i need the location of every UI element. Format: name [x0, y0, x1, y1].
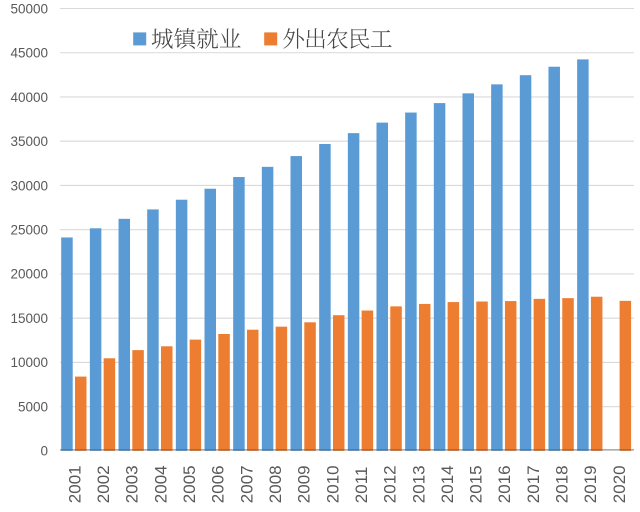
svg-text:2013: 2013 [409, 465, 428, 503]
svg-text:2009: 2009 [295, 465, 314, 503]
svg-text:2004: 2004 [151, 465, 170, 503]
svg-text:45000: 45000 [10, 46, 48, 61]
svg-text:2018: 2018 [553, 465, 572, 503]
svg-text:30000: 30000 [10, 178, 48, 193]
svg-text:25000: 25000 [10, 223, 48, 238]
svg-text:2002: 2002 [94, 465, 113, 503]
svg-text:2015: 2015 [467, 465, 486, 503]
svg-text:40000: 40000 [10, 90, 48, 105]
svg-text:35000: 35000 [10, 134, 48, 149]
svg-text:2014: 2014 [438, 465, 457, 503]
svg-text:2008: 2008 [266, 465, 285, 503]
svg-text:20000: 20000 [10, 267, 48, 282]
svg-text:2012: 2012 [381, 465, 400, 503]
svg-text:10000: 10000 [10, 355, 48, 370]
svg-text:50000: 50000 [10, 1, 48, 16]
svg-text:2001: 2001 [65, 465, 84, 503]
svg-text:2006: 2006 [209, 465, 228, 503]
svg-text:5000: 5000 [18, 399, 48, 414]
svg-text:2019: 2019 [581, 465, 600, 503]
svg-text:0: 0 [40, 444, 48, 459]
svg-text:2010: 2010 [323, 465, 342, 503]
svg-text:2005: 2005 [180, 465, 199, 503]
svg-text:2007: 2007 [237, 465, 256, 503]
svg-text:2020: 2020 [610, 465, 629, 503]
svg-text:2016: 2016 [495, 465, 514, 503]
svg-text:2011: 2011 [352, 467, 371, 504]
svg-text:2017: 2017 [524, 465, 543, 503]
svg-text:15000: 15000 [10, 311, 48, 326]
svg-text:2003: 2003 [123, 465, 142, 503]
